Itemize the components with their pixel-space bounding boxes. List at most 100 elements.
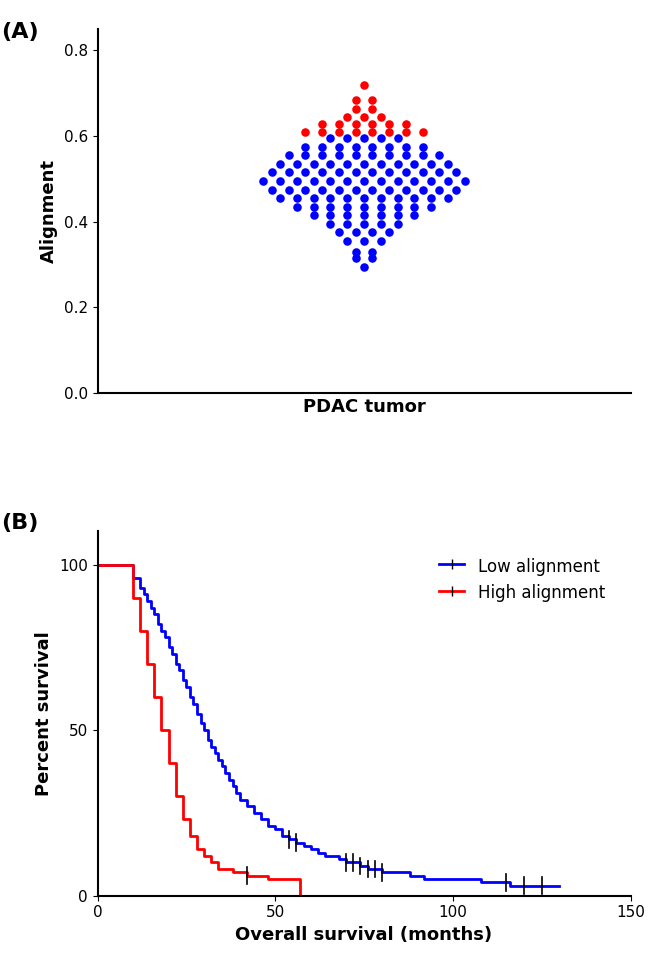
Point xyxy=(342,109,352,124)
Legend: Low alignment, High alignment: Low alignment, High alignment xyxy=(433,551,612,609)
Point xyxy=(393,130,403,145)
Point xyxy=(300,165,311,180)
Point xyxy=(359,173,369,189)
Point xyxy=(342,199,352,215)
Point xyxy=(393,208,403,223)
Point xyxy=(333,165,344,180)
Point xyxy=(409,173,419,189)
Point xyxy=(367,147,378,163)
Point xyxy=(317,139,328,154)
Point xyxy=(426,156,436,171)
Point xyxy=(417,147,428,163)
Point xyxy=(342,173,352,189)
Point xyxy=(376,156,386,171)
Point xyxy=(443,156,453,171)
Point xyxy=(367,101,378,117)
Point xyxy=(325,208,335,223)
Point xyxy=(333,224,344,240)
X-axis label: Overall survival (months): Overall survival (months) xyxy=(235,925,493,944)
Point xyxy=(309,156,319,171)
Point xyxy=(376,208,386,223)
Point xyxy=(367,165,378,180)
Point xyxy=(367,182,378,197)
Point xyxy=(376,109,386,124)
Point xyxy=(400,124,411,140)
Point xyxy=(325,216,335,231)
Point xyxy=(460,173,470,189)
Point xyxy=(309,191,319,206)
Point xyxy=(376,130,386,145)
Point xyxy=(258,173,268,189)
Point xyxy=(451,182,462,197)
Point xyxy=(342,208,352,223)
Point xyxy=(342,130,352,145)
Point xyxy=(393,173,403,189)
Point xyxy=(300,139,311,154)
Point xyxy=(317,117,328,132)
Point xyxy=(367,117,378,132)
Point xyxy=(283,165,294,180)
Point xyxy=(317,147,328,163)
Point xyxy=(376,173,386,189)
Point xyxy=(359,191,369,206)
Y-axis label: Percent survival: Percent survival xyxy=(35,631,53,795)
Point xyxy=(400,182,411,197)
Point xyxy=(342,191,352,206)
Point xyxy=(359,216,369,231)
Point xyxy=(317,182,328,197)
Point xyxy=(333,117,344,132)
Point xyxy=(393,199,403,215)
Point xyxy=(275,191,285,206)
Point xyxy=(333,124,344,140)
Point xyxy=(417,139,428,154)
Point xyxy=(350,224,361,240)
Point xyxy=(283,147,294,163)
Point xyxy=(376,233,386,248)
Point xyxy=(384,124,395,140)
Point xyxy=(409,156,419,171)
Point xyxy=(400,139,411,154)
Point xyxy=(384,139,395,154)
Point xyxy=(283,182,294,197)
Point xyxy=(342,216,352,231)
Point xyxy=(292,191,302,206)
Point xyxy=(376,216,386,231)
Point xyxy=(350,250,361,266)
Point xyxy=(367,124,378,140)
Point xyxy=(359,77,369,92)
Point xyxy=(384,224,395,240)
Point xyxy=(434,147,445,163)
Point xyxy=(417,165,428,180)
Point xyxy=(426,199,436,215)
Point xyxy=(417,124,428,140)
Point xyxy=(275,156,285,171)
Y-axis label: Alignment: Alignment xyxy=(40,159,58,263)
Point xyxy=(325,191,335,206)
Point xyxy=(266,182,277,197)
Point xyxy=(350,244,361,259)
Point xyxy=(393,191,403,206)
Point xyxy=(400,147,411,163)
Point xyxy=(409,199,419,215)
Point xyxy=(367,224,378,240)
Point xyxy=(409,191,419,206)
Point xyxy=(309,208,319,223)
Point xyxy=(443,191,453,206)
Point xyxy=(384,182,395,197)
Point xyxy=(434,165,445,180)
Point xyxy=(359,199,369,215)
Point xyxy=(317,124,328,140)
Point xyxy=(325,130,335,145)
Point xyxy=(300,182,311,197)
Point xyxy=(325,156,335,171)
Point xyxy=(292,156,302,171)
Point xyxy=(333,147,344,163)
Point xyxy=(266,165,277,180)
Point xyxy=(376,191,386,206)
Point xyxy=(300,147,311,163)
Point xyxy=(350,139,361,154)
Point xyxy=(367,244,378,259)
Point xyxy=(451,165,462,180)
Point xyxy=(384,165,395,180)
Point xyxy=(350,182,361,197)
